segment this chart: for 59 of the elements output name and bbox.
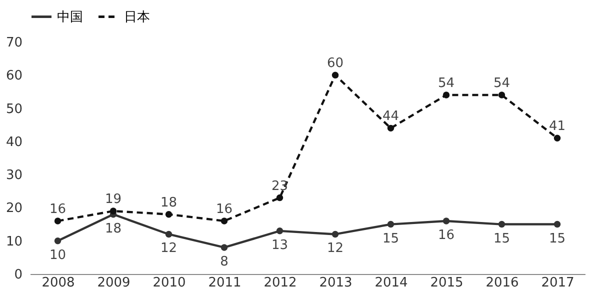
point xyxy=(498,92,506,98)
data-label: 18 xyxy=(160,195,178,210)
point xyxy=(332,230,339,238)
y-tick-label: 70 xyxy=(6,36,22,50)
x-tick-label: 2012 xyxy=(264,276,297,290)
point xyxy=(332,72,339,78)
data-label: 41 xyxy=(548,119,566,134)
y-tick-label: 20 xyxy=(6,201,22,216)
data-label: 23 xyxy=(271,178,288,194)
data-label: 16 xyxy=(216,202,233,217)
point xyxy=(387,220,394,228)
point xyxy=(387,124,394,132)
data-label: 10 xyxy=(49,248,66,263)
point xyxy=(498,220,506,228)
data-label: 16 xyxy=(49,202,66,217)
point xyxy=(165,230,172,238)
x-tick-label: 2008 xyxy=(42,276,75,290)
data-label: 18 xyxy=(104,221,122,236)
point xyxy=(110,208,117,214)
data-label: 12 xyxy=(160,241,178,256)
point xyxy=(442,218,450,224)
data-label: 54 xyxy=(493,76,510,92)
y-tick-label: 0 xyxy=(14,268,22,282)
x-tick-label: 2015 xyxy=(430,276,464,290)
point xyxy=(276,194,284,202)
legend-label: 中国 xyxy=(57,10,83,25)
data-label: 13 xyxy=(271,238,288,253)
x-tick-label: 2010 xyxy=(152,276,186,290)
x-tick-label: 2011 xyxy=(208,276,242,290)
y-tick-label: 10 xyxy=(6,234,22,250)
y-tick-label: 40 xyxy=(6,134,22,150)
y-tick-label: 60 xyxy=(6,68,22,84)
data-label: 16 xyxy=(438,228,455,243)
legend-label: 日本 xyxy=(124,10,150,25)
point xyxy=(554,134,561,142)
data-label: 15 xyxy=(382,231,400,246)
data-label: 60 xyxy=(326,56,344,72)
point xyxy=(442,92,450,98)
point xyxy=(165,210,172,218)
point xyxy=(54,238,62,244)
x-tick-label: 2014 xyxy=(374,276,408,290)
x-tick-label: 2009 xyxy=(97,276,130,290)
x-tick-label: 2013 xyxy=(319,276,352,290)
data-label: 12 xyxy=(326,241,344,256)
point xyxy=(220,218,228,224)
data-label: 15 xyxy=(493,231,510,246)
data-label: 8 xyxy=(220,254,228,270)
point xyxy=(554,220,561,228)
data-label: 15 xyxy=(548,231,566,246)
point xyxy=(220,244,228,251)
x-tick-label: 2016 xyxy=(486,276,519,290)
data-label: 54 xyxy=(438,76,455,92)
data-label: 44 xyxy=(382,109,400,124)
x-tick-label: 2017 xyxy=(541,276,574,290)
data-label: 19 xyxy=(104,192,122,208)
y-tick-label: 30 xyxy=(6,168,22,184)
point xyxy=(276,228,284,234)
y-tick-label: 50 xyxy=(6,102,22,117)
point xyxy=(54,218,62,224)
